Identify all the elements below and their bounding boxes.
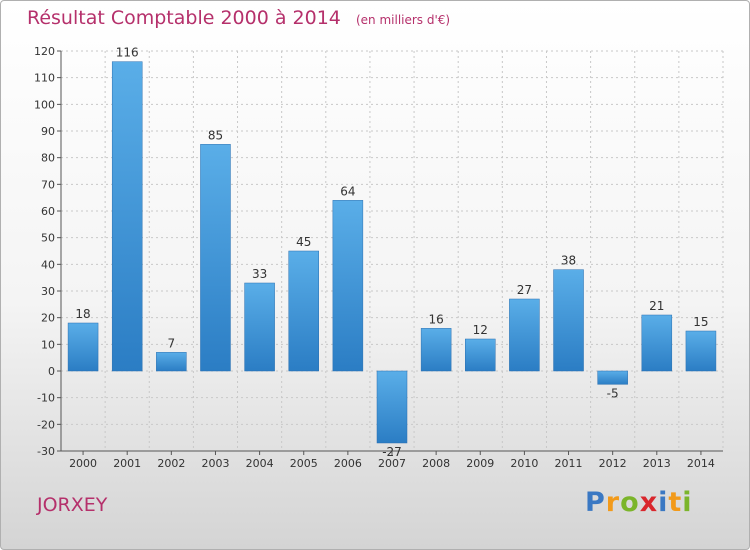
y-tick-label: 60 (41, 205, 55, 218)
y-tick-label: 80 (41, 152, 55, 165)
y-tick-label: 70 (41, 178, 55, 191)
bar (200, 144, 231, 372)
bar (420, 328, 452, 372)
data-label: 16 (428, 312, 443, 326)
y-tick-label: -20 (37, 418, 55, 431)
y-tick-label: 20 (41, 312, 55, 325)
bar (597, 370, 628, 385)
logo-letter: r (605, 487, 621, 518)
bar (509, 298, 540, 372)
commune-name: JORXEY (37, 494, 108, 516)
bar (332, 200, 364, 372)
logo-letter: t (668, 487, 683, 518)
data-label: 85 (208, 128, 223, 142)
logo-letter: o (620, 487, 640, 518)
y-tick-label: 30 (41, 285, 55, 298)
data-label: 27 (517, 283, 532, 297)
data-label: 15 (693, 315, 708, 329)
y-tick-label: 100 (34, 98, 55, 111)
y-tick-label: 110 (34, 72, 55, 85)
bar (376, 370, 408, 444)
data-label: 38 (561, 254, 576, 268)
logo-letter: i (658, 487, 669, 518)
x-tick-label: 2002 (157, 457, 185, 470)
x-tick-label: 2001 (113, 457, 141, 470)
x-tick-label: 2013 (643, 457, 671, 470)
x-tick-label: 2004 (246, 457, 274, 470)
x-tick-label: 2006 (334, 457, 362, 470)
data-label: 12 (473, 323, 488, 337)
bar (685, 330, 717, 372)
bar (553, 269, 584, 372)
y-tick-label: 0 (48, 365, 55, 378)
y-tick-label: 40 (41, 258, 55, 271)
x-tick-label: 2000 (69, 457, 97, 470)
title-row: Résultat Comptable 2000 à 2014 (en milli… (27, 7, 450, 29)
x-tick-label: 2005 (290, 457, 318, 470)
x-tick-label: 2010 (510, 457, 538, 470)
y-tick-label: -10 (37, 392, 55, 405)
logo-letter: P (585, 487, 606, 518)
x-tick-label: 2003 (201, 457, 229, 470)
bar (244, 282, 275, 372)
data-label: 18 (75, 307, 90, 321)
bar (67, 322, 99, 372)
y-tick-label: -30 (37, 445, 55, 458)
bar (111, 61, 143, 372)
bar (288, 250, 319, 372)
bar (641, 314, 673, 372)
y-tick-label: 50 (41, 232, 55, 245)
proxiti-logo[interactable]: Proxiti (585, 487, 693, 518)
data-label: 64 (340, 184, 355, 198)
x-tick-label: 2008 (422, 457, 450, 470)
x-tick-label: 2011 (555, 457, 583, 470)
y-tick-label: 90 (41, 125, 55, 138)
data-label: 116 (116, 46, 139, 60)
data-label: 45 (296, 235, 311, 249)
chart-unit: (en milliers d'€) (355, 13, 451, 27)
data-label: 21 (649, 299, 664, 313)
data-label: 7 (168, 336, 176, 350)
data-label: -5 (607, 386, 619, 400)
y-tick-label: 10 (41, 338, 55, 351)
logo-letter: i (682, 487, 693, 518)
x-tick-label: 2012 (599, 457, 627, 470)
x-tick-label: 2007 (378, 457, 406, 470)
bar (156, 352, 187, 372)
bar (465, 338, 496, 372)
x-tick-label: 2009 (466, 457, 494, 470)
chart-title: Résultat Comptable 2000 à 2014 (27, 7, 341, 29)
data-label: 33 (252, 267, 267, 281)
x-tick-label: 2014 (687, 457, 715, 470)
y-tick-label: 120 (34, 45, 55, 58)
logo-letter: x (639, 487, 659, 518)
